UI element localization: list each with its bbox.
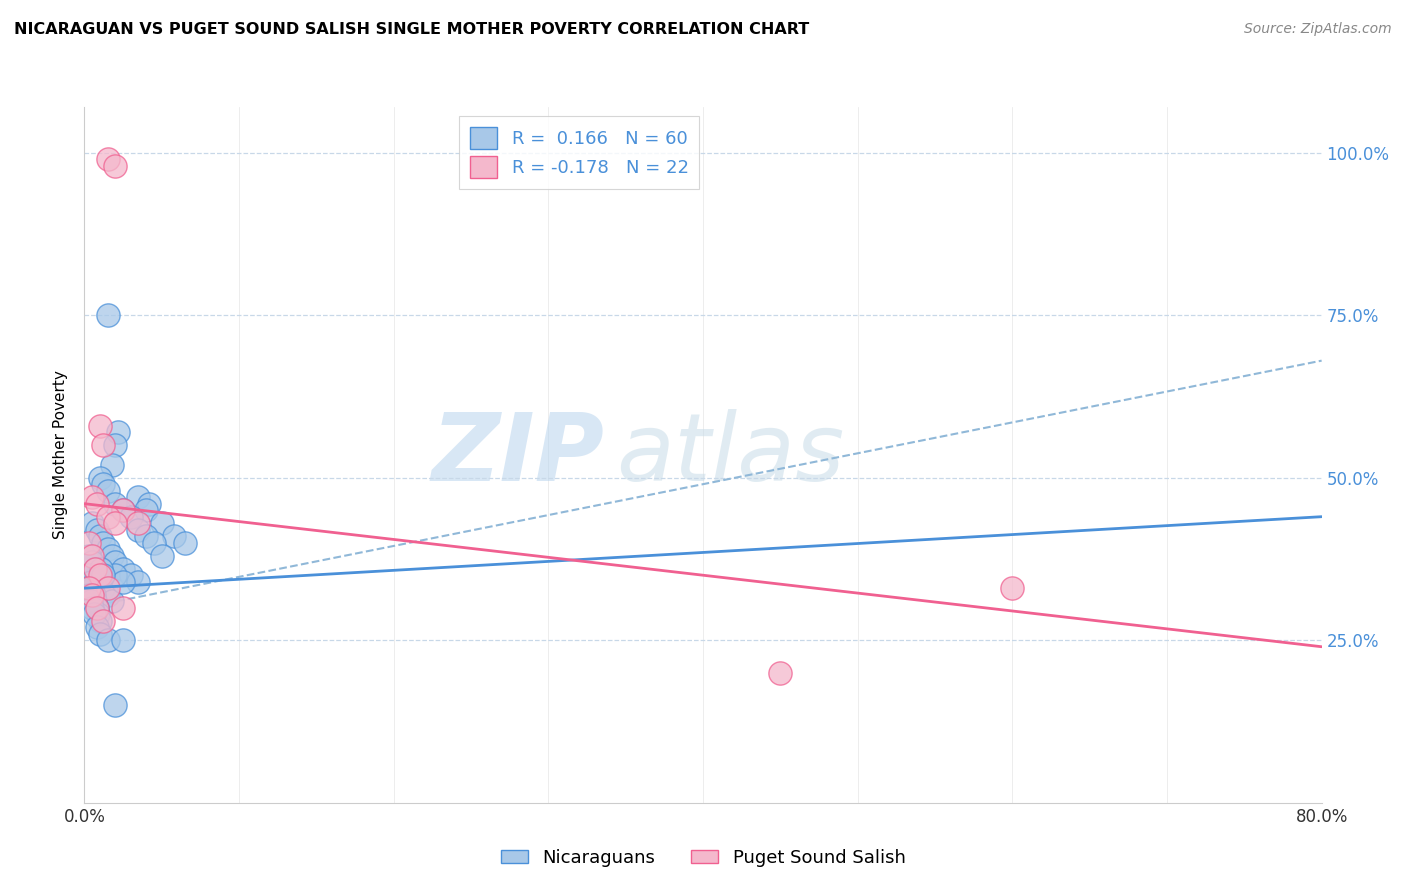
Point (135, 529, 157, 543)
Point (86, 497, 108, 511)
Point (128, 574, 150, 589)
Point (84, 562, 107, 576)
Point (97, 308, 120, 322)
Point (91, 581, 114, 595)
Point (77, 549, 100, 563)
Point (120, 509, 142, 524)
Point (97, 483, 120, 498)
Point (89, 471, 111, 485)
Point (86, 600, 108, 615)
Point (128, 516, 150, 531)
Text: Source: ZipAtlas.com: Source: ZipAtlas.com (1244, 22, 1392, 37)
Point (87, 607, 110, 622)
Point (89, 529, 111, 543)
Point (79, 574, 101, 589)
Point (91, 477, 114, 491)
Point (77, 588, 100, 602)
Point (97, 581, 120, 595)
Point (86, 568, 108, 582)
Point (91, 614, 114, 628)
Point (97, 542, 120, 557)
Point (97, 509, 120, 524)
Point (97, 633, 120, 648)
Point (150, 549, 173, 563)
Point (77, 535, 100, 549)
Point (150, 516, 173, 531)
Point (104, 516, 127, 531)
Point (101, 458, 124, 472)
Legend: R =  0.166   N = 60, R = -0.178   N = 22: R = 0.166 N = 60, R = -0.178 N = 22 (460, 116, 699, 189)
Point (82, 549, 104, 563)
Point (77, 568, 100, 582)
Point (112, 562, 135, 576)
Point (89, 418, 111, 433)
Point (101, 594, 124, 608)
Point (86, 523, 108, 537)
Point (112, 503, 135, 517)
Point (120, 568, 142, 582)
Point (104, 159, 127, 173)
Point (128, 523, 150, 537)
Point (84, 562, 107, 576)
Point (112, 574, 135, 589)
Point (174, 535, 197, 549)
Point (104, 497, 127, 511)
Point (91, 438, 114, 452)
Point (89, 568, 111, 582)
Point (82, 588, 104, 602)
Point (83, 607, 105, 622)
Point (82, 581, 104, 595)
Point (138, 497, 160, 511)
Point (89, 626, 111, 640)
Point (83, 588, 105, 602)
Point (101, 549, 124, 563)
Point (143, 535, 166, 549)
Point (82, 490, 104, 504)
Point (104, 698, 127, 713)
Point (104, 438, 127, 452)
Point (90, 562, 112, 576)
Point (104, 568, 127, 582)
Point (84, 594, 107, 608)
Point (112, 503, 135, 517)
Point (97, 588, 120, 602)
Point (112, 633, 135, 648)
Point (97, 152, 120, 166)
Text: NICARAGUAN VS PUGET SOUND SALISH SINGLE MOTHER POVERTY CORRELATION CHART: NICARAGUAN VS PUGET SOUND SALISH SINGLE … (14, 22, 810, 37)
Y-axis label: Single Mother Poverty: Single Mother Poverty (53, 370, 69, 540)
Point (82, 555, 104, 569)
Point (77, 581, 100, 595)
Point (112, 600, 135, 615)
Point (91, 535, 114, 549)
Point (82, 516, 104, 531)
Point (135, 503, 157, 517)
Point (89, 614, 111, 628)
Point (89, 574, 111, 589)
Point (86, 600, 108, 615)
Point (91, 568, 114, 582)
Point (82, 600, 104, 615)
Text: atlas: atlas (616, 409, 845, 500)
Point (1001, 581, 1024, 595)
Legend: Nicaraguans, Puget Sound Salish: Nicaraguans, Puget Sound Salish (494, 842, 912, 874)
Point (76, 581, 98, 595)
Point (128, 490, 150, 504)
Point (86, 620, 108, 634)
Point (104, 555, 127, 569)
Point (107, 425, 129, 439)
Point (769, 665, 792, 680)
Point (163, 529, 186, 543)
Text: ZIP: ZIP (432, 409, 605, 501)
Point (79, 594, 101, 608)
